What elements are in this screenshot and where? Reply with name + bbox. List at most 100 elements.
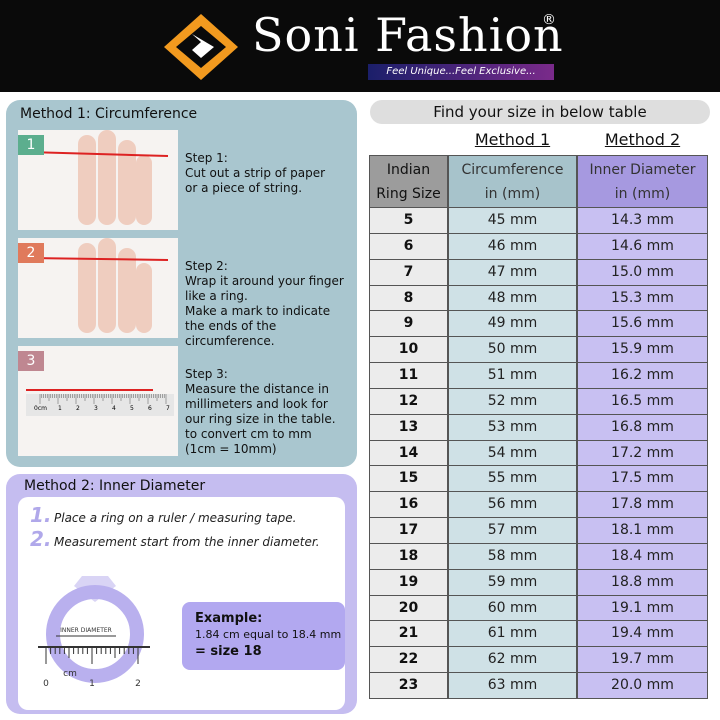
step-text: or a piece of string. — [185, 181, 303, 195]
example-line: = size 18 — [195, 644, 262, 659]
step-text: our ring size in the table. — [185, 412, 336, 426]
size-cell: 21 — [369, 620, 448, 648]
method-label: Method 1 — [474, 130, 551, 149]
step-image: 0cm 1 2 3 4 5 6 7 — [18, 346, 178, 456]
ruler-label: 5 — [130, 405, 134, 412]
inner-diameter-label: INNER DIAMETER — [60, 627, 112, 634]
size-cell: 23 — [369, 672, 448, 699]
ruler-label: 4 — [112, 405, 116, 412]
item-number: 2. — [30, 527, 52, 551]
step-text: Make a mark to indicate — [185, 304, 331, 318]
step-label: Step 1: — [185, 151, 228, 165]
table-cell: 14.3 mm — [577, 207, 708, 234]
size-cell: 14 — [369, 439, 448, 467]
table-cell: 61 mm — [448, 620, 577, 648]
step-text: Cut out a strip of paper — [185, 166, 326, 180]
table-cell: 17.8 mm — [577, 491, 708, 519]
header-line: Ring Size — [376, 186, 441, 202]
table-cell: 55 mm — [448, 465, 577, 493]
header-line: Circumference — [461, 162, 564, 178]
ruler-label: 0 — [43, 679, 49, 689]
size-cell: 17 — [369, 517, 448, 544]
table-cell: 16.2 mm — [577, 362, 708, 389]
step-text: millimeters and look for — [185, 397, 328, 411]
table-cell: 19.7 mm — [577, 646, 708, 674]
ring-illustration: INNER DIAMETER cm 0 1 2 — [38, 576, 150, 689]
table-cell: 52 mm — [448, 387, 577, 415]
step-badge: 3 — [18, 351, 44, 371]
size-cell: 6 — [369, 232, 448, 260]
table-cell: 18.1 mm — [577, 517, 708, 544]
table-cell: 19.4 mm — [577, 620, 708, 648]
table-cell: 15.9 mm — [577, 336, 708, 364]
step-label: Step 3: — [185, 367, 228, 381]
logo — [164, 14, 238, 80]
column-header: Indian Ring Size — [369, 155, 448, 208]
method2-title: Method 2: Inner Diameter — [24, 478, 206, 494]
ruler-label: 6 — [148, 405, 152, 412]
step-illustration: 0cm 1 2 3 4 5 6 7 — [26, 389, 174, 416]
step-text: (1cm = 10mm) — [185, 442, 277, 456]
example-title: Example: — [195, 611, 263, 626]
table-cell: 17.2 mm — [577, 439, 708, 467]
example-line: 1.84 cm equal to 18.4 mm — [195, 628, 342, 641]
table-cell: 46 mm — [448, 232, 577, 260]
size-cell: 16 — [369, 491, 448, 519]
step-illustration — [27, 130, 169, 225]
table-cell: 60 mm — [448, 594, 577, 622]
item-number: 1. — [30, 503, 52, 527]
table-cell: 16.8 mm — [577, 413, 708, 441]
method-label: Method 2 — [604, 130, 681, 149]
step-badge: 2 — [18, 243, 44, 263]
table-cell: 63 mm — [448, 672, 577, 699]
table-cell: 18.4 mm — [577, 542, 708, 570]
ruler-label: 3 — [94, 405, 98, 412]
size-cell: 20 — [369, 594, 448, 622]
table-cell: 51 mm — [448, 362, 577, 389]
table-cell: 15.6 mm — [577, 310, 708, 338]
ruler-label: 7 — [166, 405, 170, 412]
header-bar — [0, 0, 720, 92]
table-cell: 48 mm — [448, 284, 577, 312]
table-cell: 54 mm — [448, 439, 577, 467]
step-text: circumference. — [185, 334, 275, 348]
header-line: Inner Diameter — [589, 162, 696, 178]
size-cell: 22 — [369, 646, 448, 674]
table-cell: 59 mm — [448, 568, 577, 596]
header-line: in (mm) — [484, 186, 541, 202]
unit-label: cm — [63, 669, 77, 679]
size-cell: 8 — [369, 284, 448, 312]
step-text: Wrap it around your finger — [185, 274, 344, 288]
tagline: Feel Unique...Feel Exclusive... — [368, 64, 554, 80]
step-text: to convert cm to mm — [185, 427, 312, 441]
ruler-label: 0cm — [34, 405, 47, 412]
table-cell: 15.3 mm — [577, 284, 708, 312]
step-illustration — [27, 238, 169, 333]
size-cell: 18 — [369, 542, 448, 570]
header-line: in (mm) — [614, 186, 671, 202]
size-cell: 10 — [369, 336, 448, 364]
table-cell: 47 mm — [448, 258, 577, 286]
method1-title: Method 1: Circumference — [20, 106, 198, 122]
table-cell: 50 mm — [448, 336, 577, 364]
size-cell: 12 — [369, 387, 448, 415]
table-cell: 15.0 mm — [577, 258, 708, 286]
table-cell: 19.1 mm — [577, 594, 708, 622]
ruler-label: 2 — [135, 679, 141, 689]
step-badge: 1 — [18, 135, 44, 155]
column-header: Circumference in (mm) — [448, 155, 577, 208]
step-text: the ends of the — [185, 319, 277, 333]
size-cell: 7 — [369, 258, 448, 286]
table-cell: 16.5 mm — [577, 387, 708, 415]
step-image — [18, 238, 178, 338]
size-cell: 11 — [369, 362, 448, 389]
item-text: Place a ring on a ruler / measuring tape… — [54, 511, 297, 525]
size-cell: 13 — [369, 413, 448, 441]
ruler-label: 1 — [89, 679, 95, 689]
table-cell: 20.0 mm — [577, 672, 708, 699]
example-box — [182, 602, 345, 670]
brand: Soni Fashion — [252, 8, 564, 62]
size-cell: 5 — [369, 207, 448, 234]
table-cell: 45 mm — [448, 207, 577, 234]
